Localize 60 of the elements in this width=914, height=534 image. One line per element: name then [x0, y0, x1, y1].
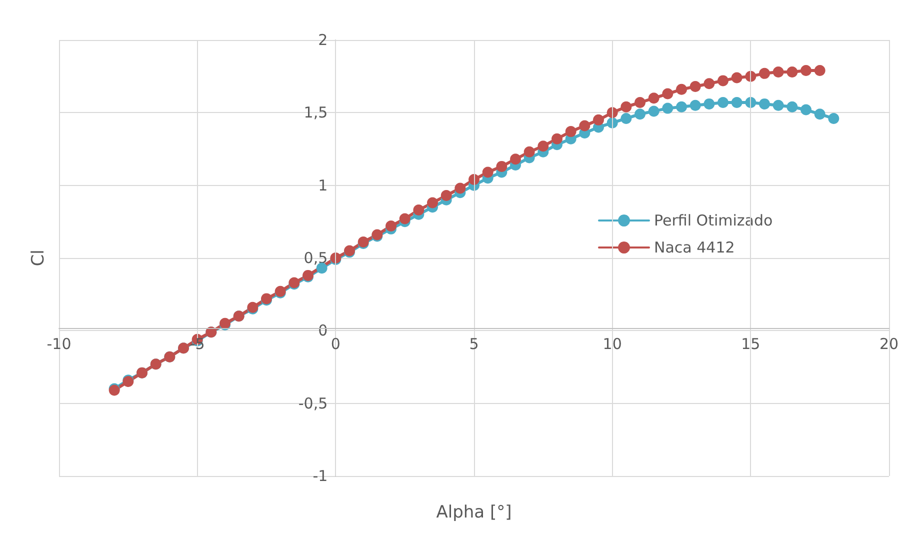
- point: [690, 81, 701, 92]
- point: [634, 108, 646, 120]
- point: [759, 68, 770, 79]
- x-tick-label: 20: [879, 335, 899, 354]
- point: [593, 114, 604, 126]
- x-tick-label: -10: [46, 335, 72, 354]
- point: [786, 66, 798, 78]
- point: [538, 140, 549, 152]
- point: [772, 66, 784, 78]
- point: [496, 160, 508, 172]
- x-axis-title: Alpha [°]: [436, 502, 512, 522]
- point: [718, 75, 728, 86]
- y-tick-label: -1: [312, 467, 328, 485]
- point: [676, 101, 687, 112]
- point: [565, 126, 576, 138]
- point: [482, 166, 494, 178]
- x-tick-label: 5: [469, 335, 479, 354]
- point: [440, 190, 452, 202]
- point: [620, 101, 632, 112]
- point: [676, 84, 687, 95]
- point: [648, 92, 660, 104]
- y-tick-label: 1: [318, 176, 328, 194]
- y-tick-label: 0,5: [304, 249, 328, 267]
- y-tick-label: 2: [318, 31, 328, 49]
- x-tick-label: 10: [602, 335, 622, 354]
- point: [510, 154, 521, 165]
- point: [772, 100, 784, 111]
- point: [454, 182, 466, 194]
- point: [814, 108, 826, 120]
- point: [690, 100, 701, 111]
- point: [814, 65, 826, 76]
- point: [800, 104, 812, 116]
- point: [662, 102, 674, 114]
- y-axis-title: Cl: [28, 250, 48, 266]
- point: [524, 146, 535, 158]
- legend-label: Naca 4412: [654, 238, 735, 256]
- point: [648, 106, 660, 117]
- point: [704, 78, 715, 90]
- point: [759, 98, 770, 110]
- point: [552, 133, 562, 144]
- point: [427, 197, 438, 208]
- point: [731, 72, 742, 84]
- point: [386, 220, 396, 232]
- legend-label: Perfil Otimizado: [654, 212, 773, 230]
- y-tick-label: 1,5: [304, 104, 328, 122]
- y-tick-label: -0,5: [298, 394, 328, 412]
- point: [704, 98, 715, 110]
- point: [662, 88, 674, 100]
- point: [800, 65, 812, 76]
- point: [718, 96, 728, 108]
- x-tick-label: 0: [330, 335, 340, 354]
- point: [620, 112, 632, 124]
- point: [579, 120, 590, 132]
- point: [731, 96, 742, 108]
- x-tick-label: 15: [741, 335, 760, 354]
- point: [828, 112, 840, 124]
- point: [634, 96, 646, 108]
- point: [786, 101, 798, 112]
- point: [399, 213, 410, 224]
- point: [413, 204, 424, 216]
